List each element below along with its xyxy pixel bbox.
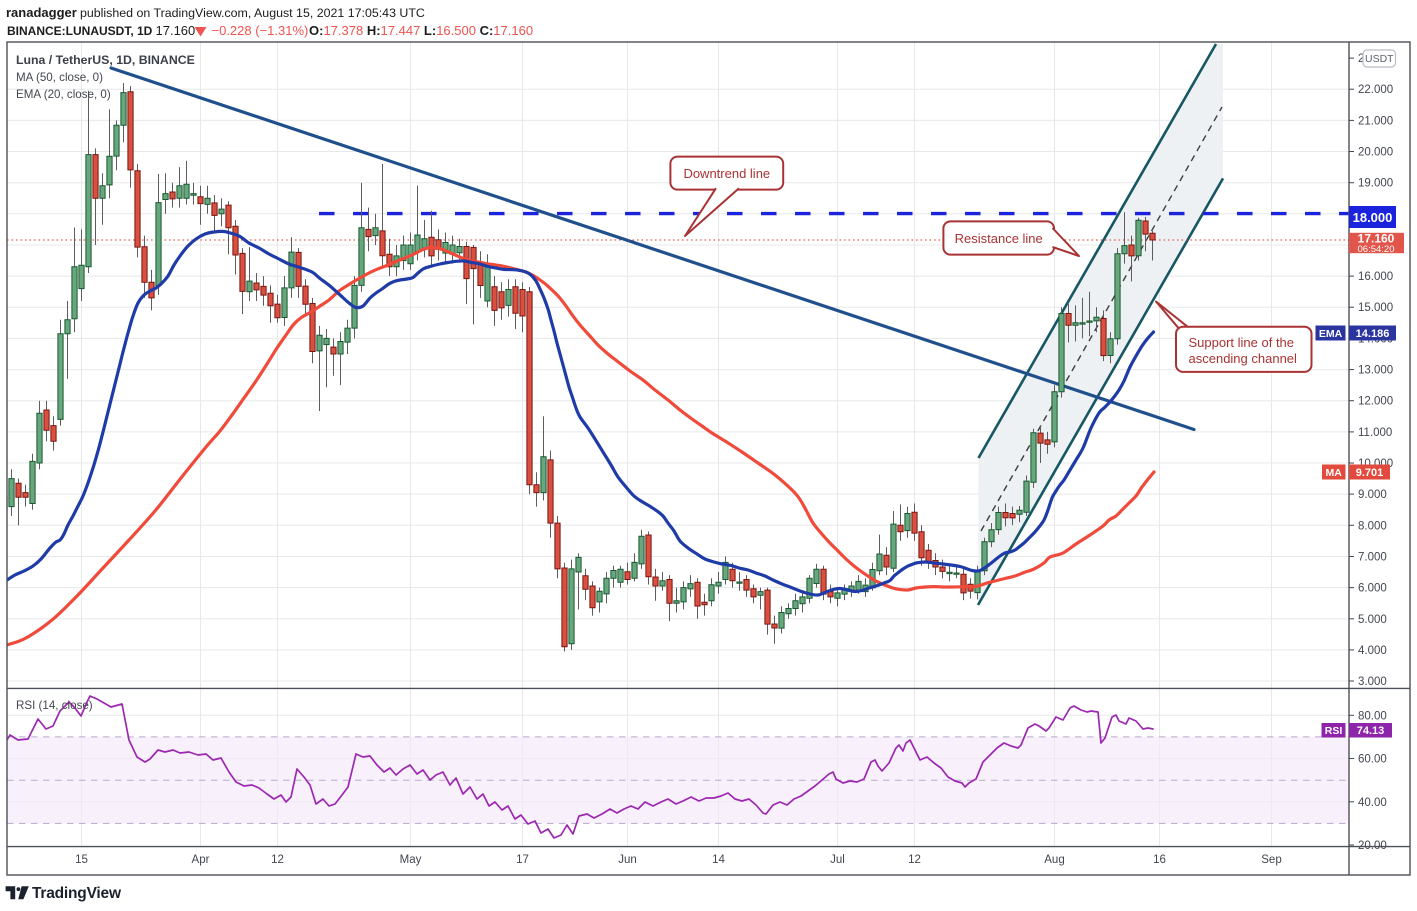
svg-text:USDT: USDT <box>1365 53 1394 65</box>
svg-text:ranadagger: ranadagger <box>6 5 77 20</box>
svg-text:5.000: 5.000 <box>1358 614 1387 626</box>
svg-text:60.00: 60.00 <box>1358 754 1387 766</box>
svg-text:Sep: Sep <box>1261 854 1281 866</box>
svg-text:Resistance line: Resistance line <box>955 231 1043 246</box>
svg-text:4.000: 4.000 <box>1358 645 1387 657</box>
svg-text:13.000: 13.000 <box>1358 365 1393 377</box>
svg-text:40.00: 40.00 <box>1358 797 1387 809</box>
svg-text:TradingView: TradingView <box>32 885 122 902</box>
svg-text:MA: MA <box>1326 467 1343 479</box>
svg-text:May: May <box>400 854 422 866</box>
svg-text:18.000: 18.000 <box>1353 210 1393 225</box>
svg-text:14: 14 <box>712 854 725 866</box>
svg-text:12: 12 <box>271 854 284 866</box>
svg-text:Luna / TetherUS, 1D, BINANCE: Luna / TetherUS, 1D, BINANCE <box>16 53 195 67</box>
svg-text:21.000: 21.000 <box>1358 115 1393 127</box>
svg-text:8.000: 8.000 <box>1358 520 1387 532</box>
svg-text:20.000: 20.000 <box>1358 147 1393 159</box>
svg-text:Jun: Jun <box>618 854 637 866</box>
svg-text:published on TradingView.com,: published on TradingView.com, August 15,… <box>80 6 425 20</box>
svg-text:15.000: 15.000 <box>1358 302 1393 314</box>
svg-text:22.000: 22.000 <box>1358 84 1393 96</box>
svg-text:EMA (20, close, 0): EMA (20, close, 0) <box>16 88 111 101</box>
svg-text:06:54:20: 06:54:20 <box>1358 244 1395 255</box>
svg-text:RSI: RSI <box>1325 725 1343 737</box>
svg-text:11.000: 11.000 <box>1358 427 1392 439</box>
svg-text:7.000: 7.000 <box>1358 552 1387 564</box>
svg-text:16.000: 16.000 <box>1358 271 1393 283</box>
svg-text:−0.228 (−1.31%): −0.228 (−1.31%) <box>212 23 309 38</box>
svg-text:ascending channel: ascending channel <box>1189 351 1298 366</box>
svg-text:9.701: 9.701 <box>1356 467 1384 479</box>
svg-text:16: 16 <box>1153 854 1166 866</box>
svg-text:RSI (14, close): RSI (14, close) <box>16 699 93 712</box>
svg-text:Jul: Jul <box>830 854 845 866</box>
svg-text:Aug: Aug <box>1044 854 1064 866</box>
svg-text:17.160: 17.160 <box>1358 231 1395 245</box>
svg-text:12.000: 12.000 <box>1358 396 1393 408</box>
svg-text:Apr: Apr <box>192 854 210 866</box>
svg-text:EMA: EMA <box>1319 328 1343 340</box>
svg-text:BINANCE:LUNAUSDT, 1D: BINANCE:LUNAUSDT, 1D <box>7 24 153 38</box>
svg-text:80.00: 80.00 <box>1358 710 1387 722</box>
svg-text:12: 12 <box>908 854 921 866</box>
svg-text:15: 15 <box>75 854 88 866</box>
svg-text:6.000: 6.000 <box>1358 583 1387 595</box>
svg-text:14.186: 14.186 <box>1356 328 1390 340</box>
svg-text:19.000: 19.000 <box>1358 178 1393 190</box>
svg-text:17.160: 17.160 <box>156 23 196 38</box>
svg-text:O:17.378 H:17.447 L:16.500 C:1: O:17.378 H:17.447 L:16.500 C:17.160 <box>309 23 533 38</box>
svg-text:Downtrend line: Downtrend line <box>683 166 770 181</box>
svg-text:MA (50, close, 0): MA (50, close, 0) <box>16 71 103 84</box>
svg-text:17: 17 <box>516 854 529 866</box>
svg-text:3.000: 3.000 <box>1358 676 1387 688</box>
svg-text:20.00: 20.00 <box>1358 840 1387 852</box>
svg-text:Support line of the: Support line of the <box>1189 335 1295 350</box>
svg-text:9.000: 9.000 <box>1358 489 1387 501</box>
svg-text:74.13: 74.13 <box>1357 725 1385 737</box>
